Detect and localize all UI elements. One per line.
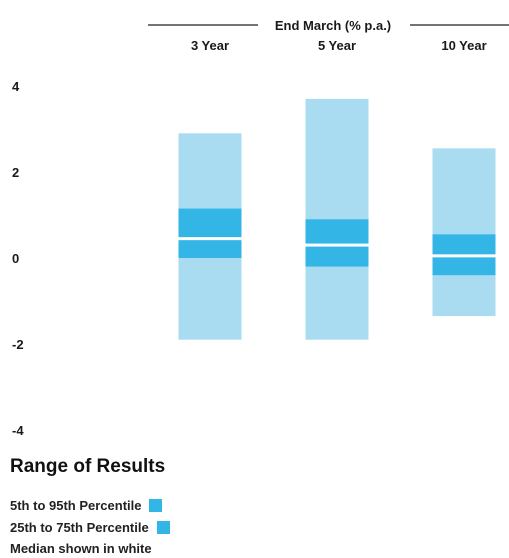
- header-label: End March (% p.a.): [275, 18, 391, 33]
- range-bar-outer: [432, 148, 496, 317]
- range-bar-inner: [305, 219, 369, 267]
- median-line: [432, 254, 496, 258]
- median-line: [178, 237, 242, 241]
- legend-item-inner: 25th to 75th Percentile: [10, 516, 170, 538]
- category-label: 3 Year: [191, 38, 229, 53]
- range-bar-inner: [178, 208, 242, 258]
- legend-label-inner: 25th to 75th Percentile: [10, 519, 149, 535]
- legend-item-outer: 5th to 95th Percentile: [10, 494, 170, 516]
- y-tick-label: -2: [12, 337, 24, 352]
- legend-swatch-outer: [149, 498, 163, 512]
- legend-title: Range of Results: [10, 456, 166, 477]
- category-label: 5 Year: [318, 38, 356, 53]
- legend-swatch-inner: [156, 520, 170, 534]
- legend-median-note: Median shown in white: [10, 541, 152, 556]
- y-tick-label: 2: [12, 165, 19, 180]
- y-tick-label: -4: [12, 423, 24, 438]
- category-label: 10 Year: [441, 38, 486, 53]
- y-tick-label: 0: [12, 251, 19, 266]
- y-tick-label: 4: [12, 79, 20, 94]
- median-line: [305, 243, 369, 247]
- legend-label-outer: 5th to 95th Percentile: [10, 497, 142, 513]
- legend: 5th to 95th Percentile 25th to 75th Perc…: [10, 494, 170, 558]
